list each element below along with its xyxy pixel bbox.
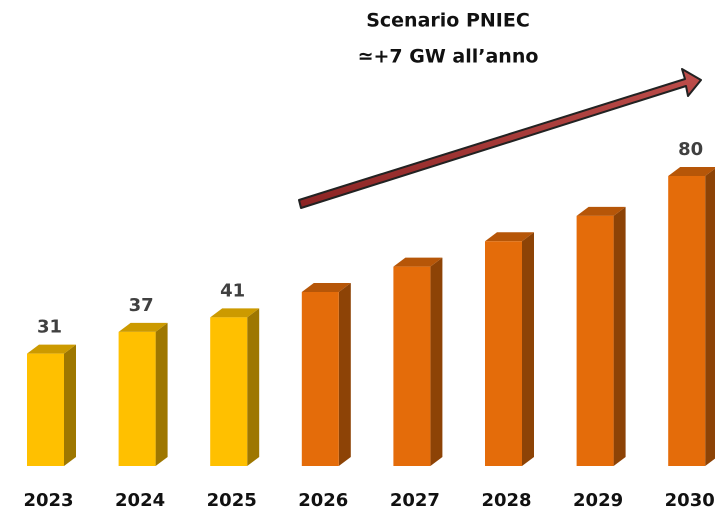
bar-side: [247, 308, 260, 466]
bar-front: [210, 317, 248, 466]
trend-arrow: [298, 68, 702, 209]
bar-top: [118, 322, 168, 332]
bar-front: [485, 241, 522, 466]
value-label: 37: [129, 295, 154, 316]
bar-front: [393, 266, 431, 466]
x-tick-label: 2024: [115, 490, 165, 511]
bar-front: [576, 215, 614, 466]
x-tick-label: 2028: [481, 490, 531, 511]
bar-side: [522, 232, 534, 466]
x-tick-label: 2029: [573, 490, 623, 511]
bar: [301, 283, 351, 466]
bar-front: [301, 292, 339, 466]
bar: [576, 206, 626, 466]
bar-top: [27, 344, 76, 354]
x-tick-label: 2025: [207, 490, 257, 511]
bar-side: [338, 283, 351, 466]
bar-front: [118, 331, 156, 466]
bar-top: [210, 308, 260, 318]
bar: [668, 167, 715, 466]
bar-top: [301, 283, 351, 292]
bar: [210, 308, 260, 466]
bar: [27, 344, 76, 466]
x-tick-label: 2023: [23, 490, 73, 511]
bar-side: [64, 344, 76, 466]
bar-side: [155, 322, 168, 466]
bar-top: [485, 232, 534, 242]
bar-front: [668, 176, 706, 466]
bar-side: [613, 206, 626, 466]
bar: [118, 322, 168, 466]
bar-side: [705, 168, 715, 466]
bar-side: [430, 257, 443, 466]
annotation-line-1: Scenario PNIEC: [366, 10, 530, 32]
bar: [393, 257, 443, 466]
value-label: 31: [37, 317, 62, 338]
bar-front: [27, 353, 64, 466]
x-tick-label: 2030: [665, 490, 715, 511]
annotation-line-2: ≃+7 GW all’anno: [358, 46, 539, 68]
x-tick-label: 2027: [390, 490, 440, 511]
x-tick-label: 2026: [298, 490, 348, 511]
value-label: 80: [678, 139, 703, 160]
bar: [485, 232, 534, 466]
bar-top: [393, 257, 443, 267]
bar-top: [668, 167, 715, 176]
bar-top: [576, 206, 626, 216]
value-label: 41: [220, 280, 245, 301]
